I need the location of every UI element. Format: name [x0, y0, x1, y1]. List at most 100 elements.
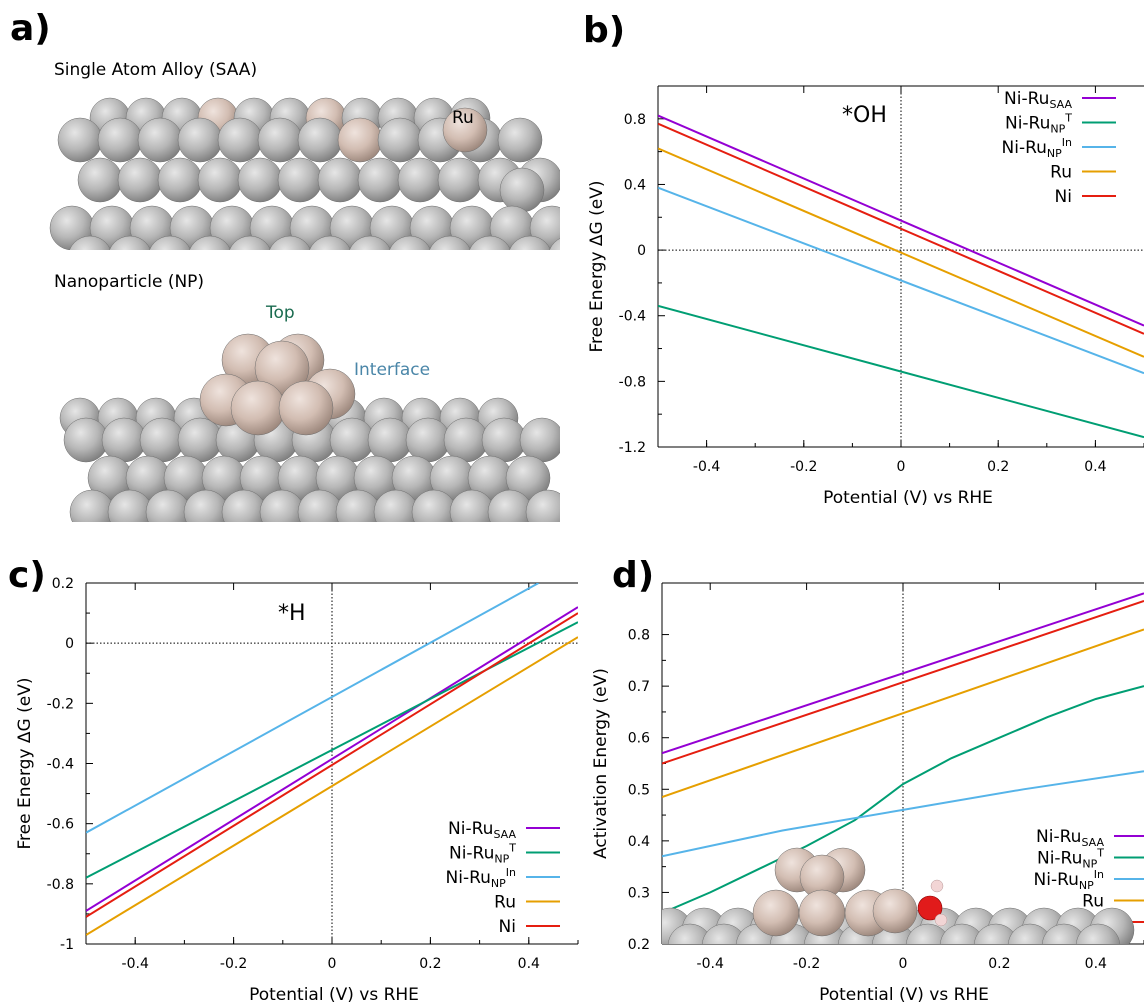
panel-a-letter: a): [10, 8, 51, 49]
saa-slab: [49, 97, 560, 250]
y-axis-label: Free Energy ΔG (eV): [15, 678, 35, 850]
panel-d-inset-structure: [662, 847, 1135, 944]
y-tick-label: -0.2: [47, 696, 74, 712]
y-tick-label: -0.8: [47, 877, 74, 893]
legend-label: Ni-RuNPIn: [1002, 136, 1073, 160]
y-tick-label: 0.5: [628, 782, 650, 798]
x-tick-label: -0.4: [693, 459, 720, 475]
legend-label: Ru: [1050, 163, 1072, 183]
legend-label: Ni: [499, 917, 516, 937]
atom: [905, 923, 951, 944]
series-line-ni: [658, 122, 1144, 335]
atom: [701, 923, 747, 944]
x-tick-label: -0.2: [220, 956, 247, 972]
annotation-label: *H: [278, 601, 306, 626]
y-tick-label: -0.8: [619, 374, 646, 390]
x-tick-label: 0.2: [987, 459, 1009, 475]
atom: [469, 235, 511, 250]
atom: [509, 235, 551, 250]
atom: [1075, 923, 1121, 944]
legend-label: Ni-RuNPT: [1037, 847, 1104, 871]
legend-label: Ni-RuSAA: [1036, 827, 1104, 849]
x-tick-label: 0.4: [1084, 459, 1106, 475]
x-tick-label: 0.4: [518, 956, 540, 972]
legend-label: Ni-RuSAA: [448, 819, 516, 841]
series-line-ni-ru-saa: [662, 592, 1144, 755]
atom: [149, 235, 191, 250]
series-line-ni-ru-np-in: [658, 186, 1144, 375]
y-axis-label: Activation Energy (eV): [591, 668, 611, 859]
legend-label: Ru: [494, 893, 516, 913]
y-tick-label: -1.2: [619, 440, 646, 456]
x-tick-label: -0.4: [697, 956, 724, 972]
y-tick-label: -0.4: [47, 757, 74, 773]
legend-label: Ni-RuNPIn: [446, 866, 517, 890]
interface-label: Interface: [354, 360, 430, 380]
series-line-ni-ru-saa: [658, 114, 1144, 327]
atom: [189, 235, 231, 250]
x-tick-label: 0.4: [1085, 956, 1107, 972]
atom: [549, 238, 560, 250]
legend-label: Ru: [1082, 892, 1104, 912]
atom: [349, 235, 391, 250]
atom: [1041, 923, 1087, 944]
x-tick-label: 0.2: [988, 956, 1010, 972]
y-tick-label: 0.2: [628, 937, 650, 953]
atom: [497, 117, 543, 163]
series-line-ni-ru-np-t: [662, 685, 1144, 915]
ru-atom: [752, 889, 800, 937]
y-tick-label: 0.2: [52, 576, 74, 592]
atom: [229, 235, 271, 250]
y-tick-label: 0.6: [628, 731, 650, 747]
atom: [269, 235, 311, 250]
ru-atom: [872, 888, 918, 934]
series-line-ni: [86, 612, 578, 918]
x-tick-label: 0: [897, 459, 906, 475]
x-tick-label: 0: [899, 956, 908, 972]
atom: [525, 489, 560, 522]
legend-label: Ni-RuNPT: [449, 842, 516, 866]
panel-b-letter: b): [583, 10, 626, 51]
legend-label: Ni: [1055, 187, 1072, 207]
x-tick-label: -0.4: [122, 956, 149, 972]
y-tick-label: 0.3: [628, 885, 650, 901]
legend-label: Ni-RuNPIn: [1034, 868, 1105, 892]
panel-d-letter: d): [612, 555, 655, 596]
ru-atom: [278, 380, 334, 436]
x-axis-label: Potential (V) vs RHE: [249, 985, 419, 1003]
y-axis-label: Free Energy ΔG (eV): [587, 181, 607, 353]
ru-atom: [254, 340, 310, 396]
y-tick-label: 0.7: [628, 679, 650, 695]
legend-label: Ni-RuSAA: [1004, 89, 1072, 111]
y-tick-label: 0.4: [624, 177, 646, 193]
atom: [1007, 923, 1053, 944]
panel-c-letter: c): [8, 555, 46, 596]
series-line-ru: [86, 636, 578, 936]
np-slab: [59, 333, 560, 522]
series-group: [662, 592, 1144, 915]
hydrogen-atom: [930, 879, 944, 893]
series-line-ni-ru-np-t: [658, 304, 1144, 439]
hydrogen-atom: [934, 913, 948, 927]
x-tick-label: 0: [328, 956, 337, 972]
atom: [309, 235, 351, 250]
series-line-ni-ru-np-in: [86, 583, 540, 834]
series-line-ni: [662, 600, 1144, 765]
y-tick-label: 0: [65, 636, 74, 652]
y-tick-label: -0.4: [619, 309, 646, 325]
y-tick-label: 0.8: [624, 112, 646, 128]
series-group: [86, 583, 578, 936]
y-tick-label: -0.6: [47, 817, 74, 833]
saa-caption: Single Atom Alloy (SAA): [54, 60, 258, 80]
x-axis-label: Potential (V) vs RHE: [823, 488, 993, 508]
y-tick-label: 0: [637, 243, 646, 259]
series-line-ru: [662, 628, 1144, 798]
ru-atom: [798, 889, 846, 937]
series-group: [658, 114, 1144, 439]
ru-label: Ru: [452, 108, 474, 128]
